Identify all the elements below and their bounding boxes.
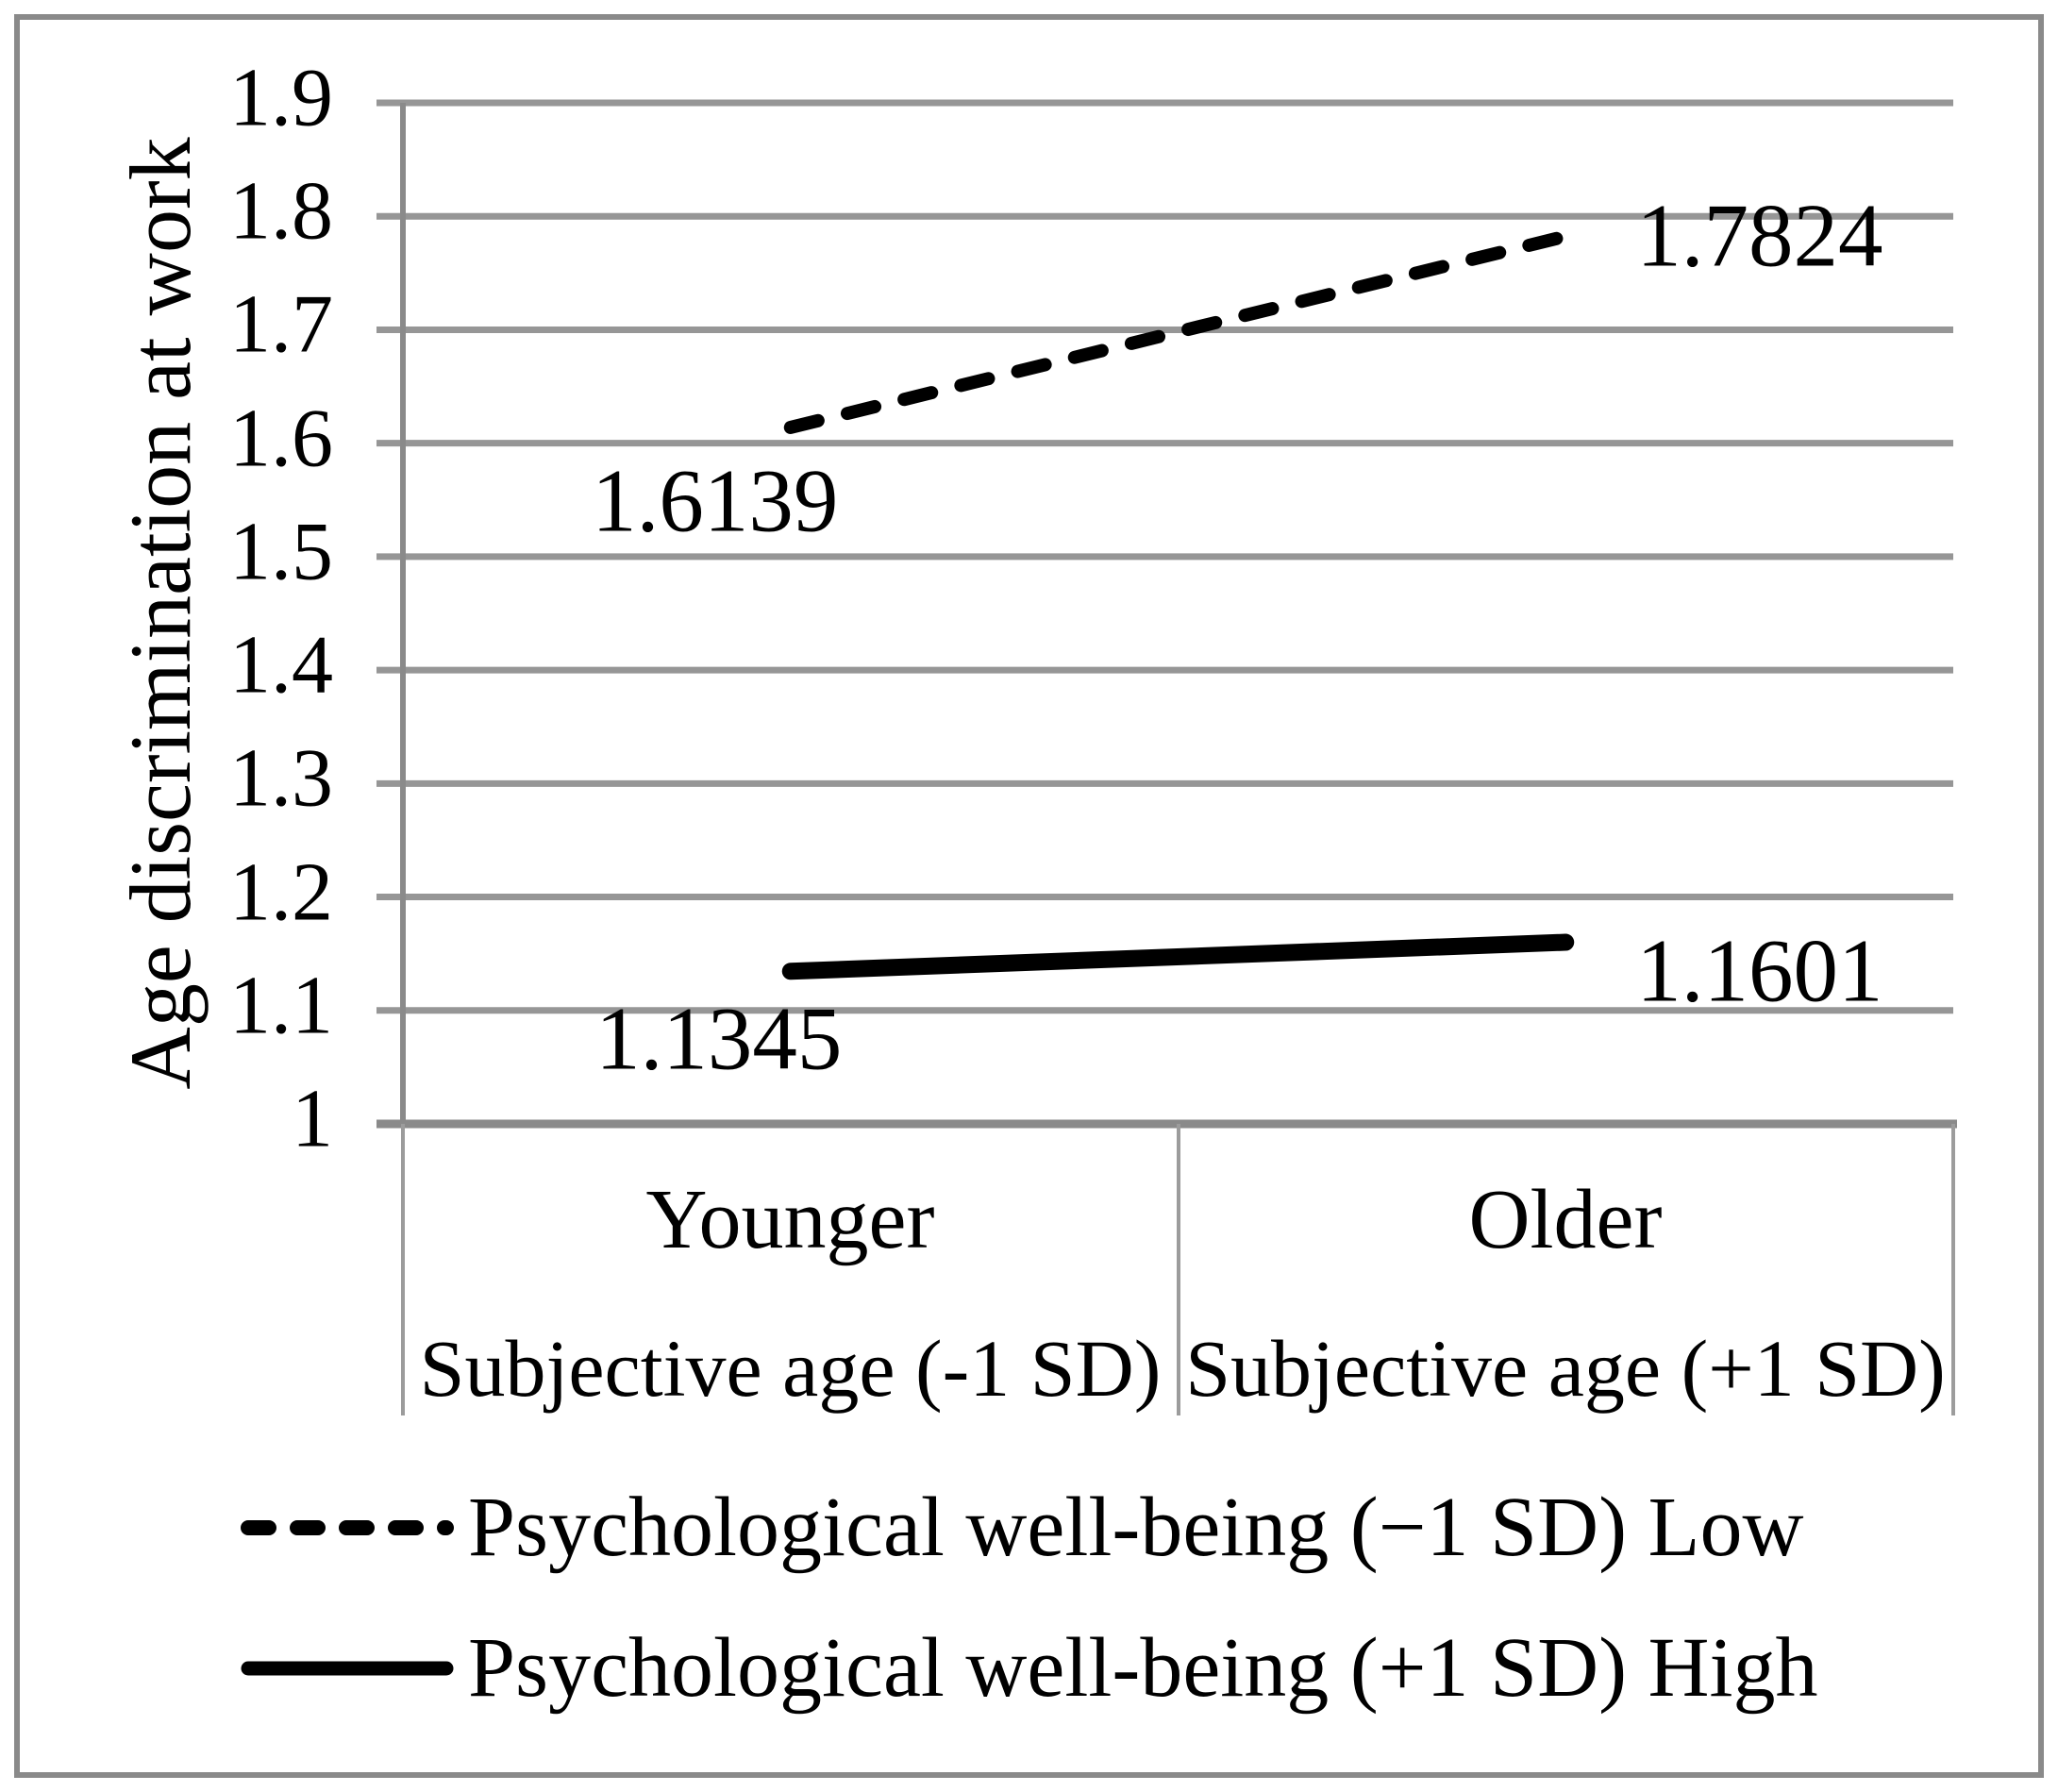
figure-border: [14, 14, 2044, 1778]
y-tick-label-1.5: 1.5: [229, 506, 333, 598]
y-tick-label-1.1: 1.1: [229, 960, 333, 1052]
y-tick-label-1.9: 1.9: [229, 52, 333, 144]
category-subtitle-label: Subjective age (-1 SD): [419, 1323, 1162, 1414]
legend-label-low: Psychological well-being (−1 SD) Low: [468, 1481, 1804, 1574]
data-label-low-younger: 1.6139: [592, 450, 839, 551]
dashed-line-swatch-icon: [241, 1520, 454, 1535]
y-tick-label-1.8: 1.8: [229, 165, 333, 258]
category-subtitle-label: Subjective age (+1 SD): [1185, 1323, 1946, 1414]
data-label-high-younger: 1.1345: [595, 988, 843, 1089]
data-label-low-older: 1.7824: [1636, 185, 1883, 286]
series-line-high: [781, 933, 1575, 980]
y-tick-label-1.6: 1.6: [229, 393, 333, 485]
category-group-label: Older: [1468, 1173, 1663, 1266]
legend-item-low: Psychological well-being (−1 SD) Low: [239, 1485, 1804, 1570]
y-tick-label-1.2: 1.2: [229, 846, 333, 939]
series-line-low: [783, 229, 1573, 434]
y-tick-label-1: 1: [292, 1073, 333, 1165]
category-cell-older: Older Subjective age (+1 SD): [1178, 1124, 1953, 1415]
legend-item-high: Psychological well-being (+1 SD) High: [239, 1626, 1818, 1711]
legend-label-high: Psychological well-being (+1 SD) High: [468, 1621, 1818, 1715]
axes: [376, 103, 1957, 1415]
series-lines: [781, 229, 1575, 980]
gridlines: [376, 99, 1953, 1014]
y-axis-title: Age discrimination at work: [112, 137, 209, 1090]
category-group-label: Younger: [645, 1173, 935, 1266]
data-label-high-older: 1.1601: [1636, 920, 1883, 1021]
y-tick-label-1.7: 1.7: [229, 279, 333, 372]
y-tick-label-1.3: 1.3: [229, 732, 333, 825]
solid-line-swatch-icon: [241, 1661, 454, 1676]
y-tick-label-1.4: 1.4: [229, 619, 333, 712]
category-cell-younger: Younger Subjective age (-1 SD): [403, 1124, 1178, 1415]
